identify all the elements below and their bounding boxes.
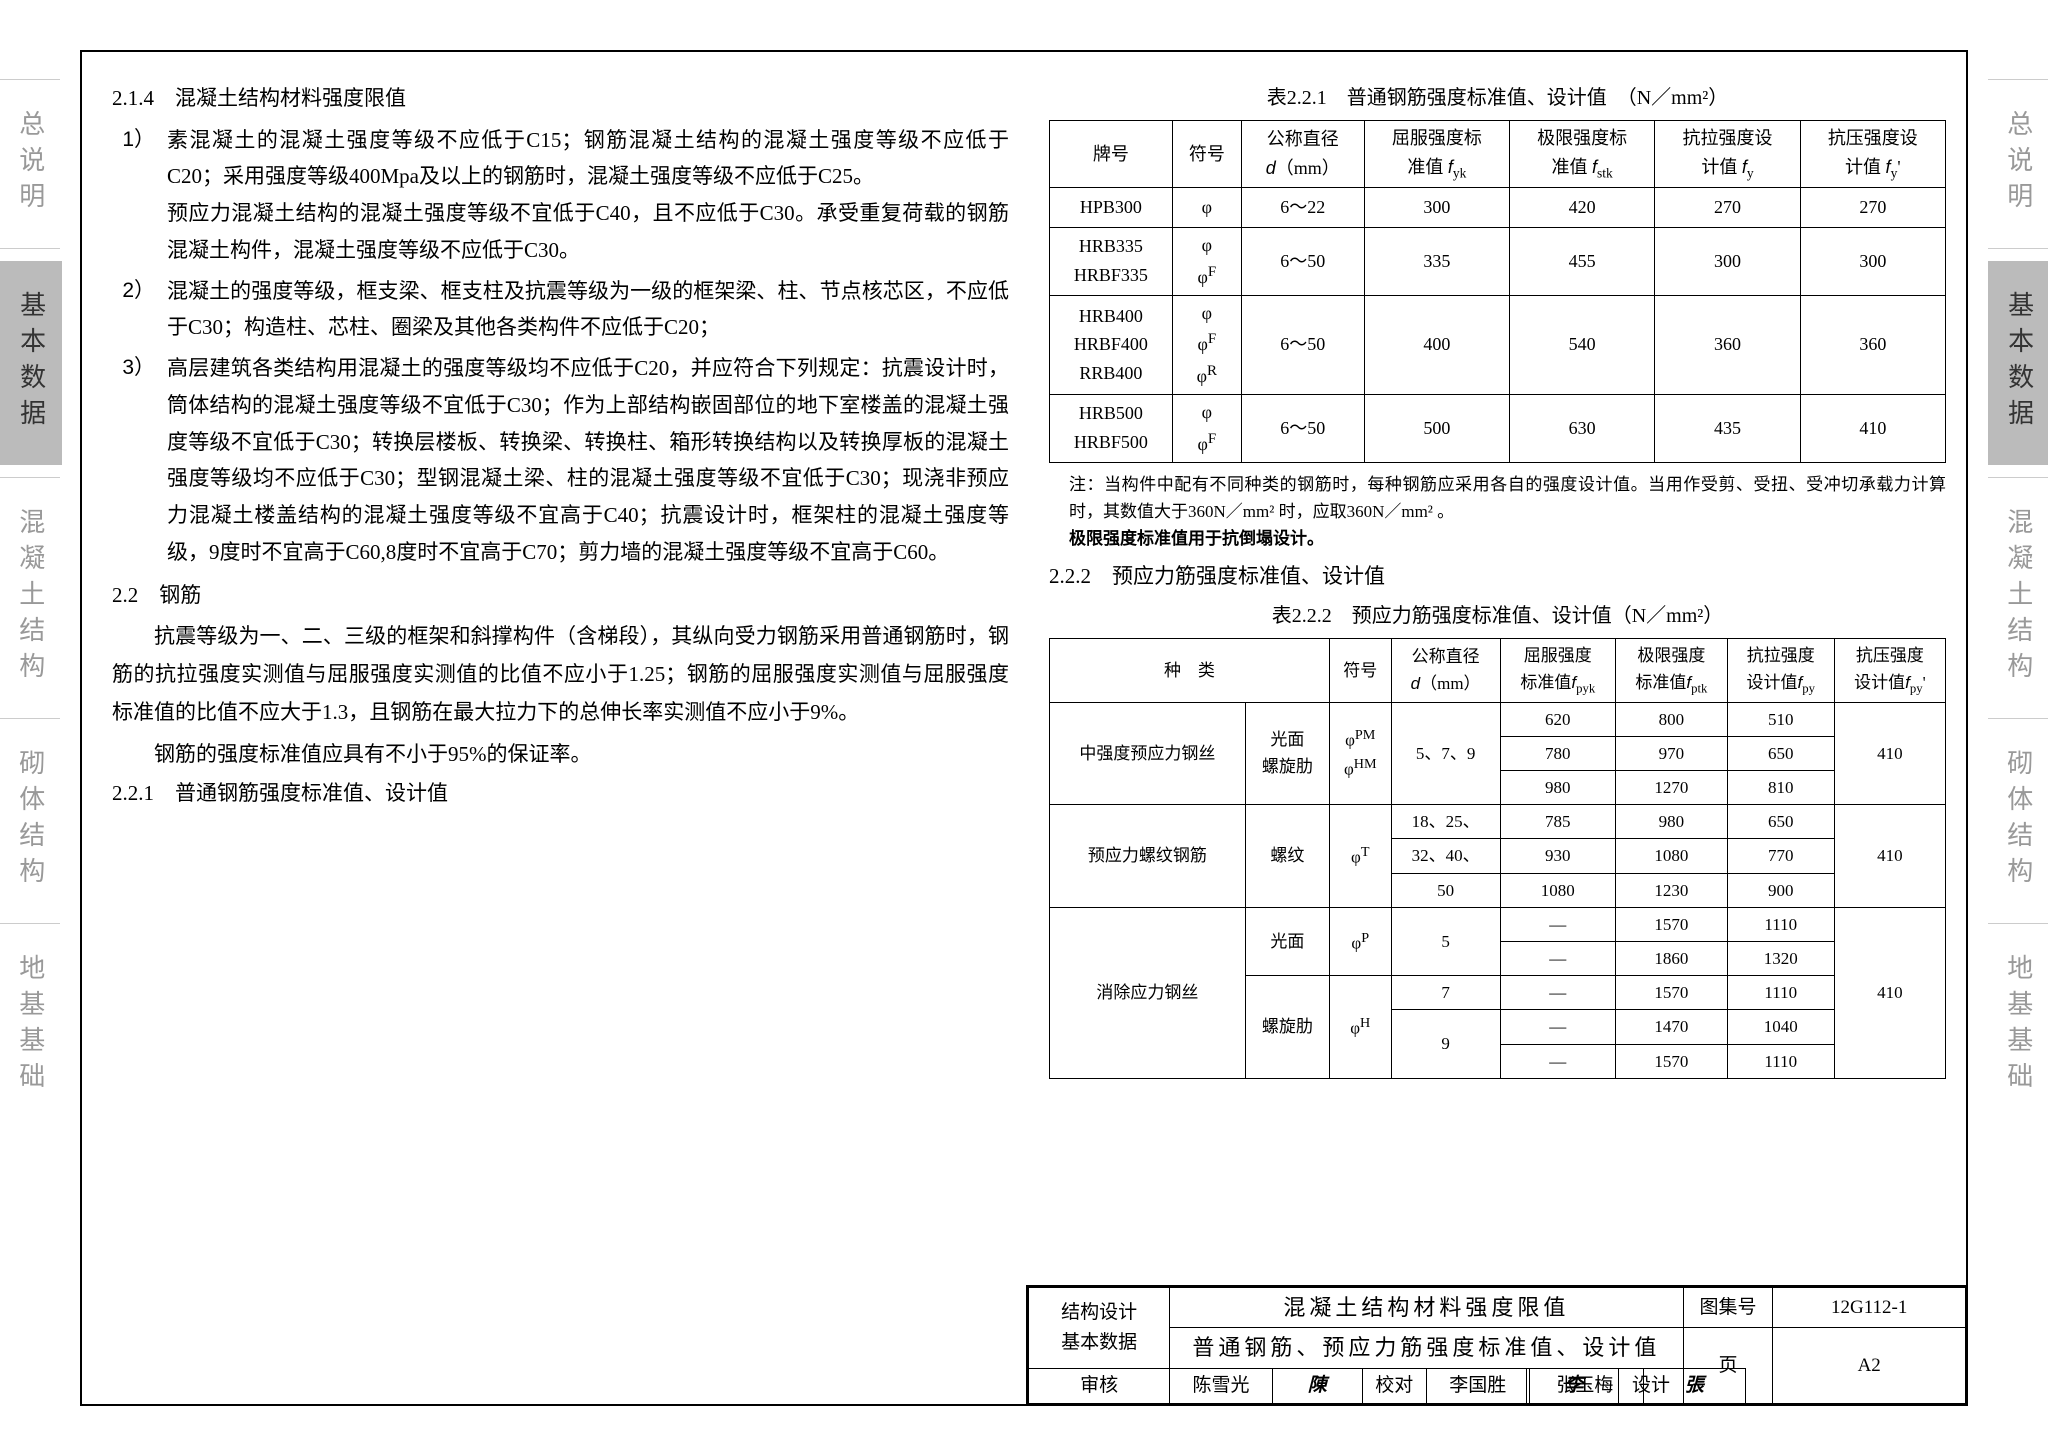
side-tabs-left: 总说明 基本数据 混凝土结构 砌体结构 地基基础 (0, 0, 60, 1456)
tb-title2: 普通钢筋、预应力筋强度标准值、设计值 (1170, 1328, 1683, 1368)
tab-masonry[interactable]: 砌体结构 (9, 731, 51, 911)
table-row: 消除应力钢丝 光面 φP 5 —15701110 410 (1050, 907, 1946, 941)
signature: 陳 (1272, 1368, 1362, 1403)
heading-221: 2.2.1 普通钢筋强度标准值、设计值 (112, 777, 1009, 811)
heading-222: 2.2.2 预应力筋强度标准值、设计值 (1049, 560, 1946, 594)
signature: 張 (1643, 1368, 1745, 1403)
tb-tuji-label: 图集号 (1683, 1288, 1773, 1328)
tab-basic-data[interactable]: 基本数据 (0, 261, 62, 465)
tab-overview-r[interactable]: 总说明 (1997, 92, 2039, 236)
note-221: 注：当构件中配有不同种类的钢筋时，每种钢筋应采用各自的强度设计值。当用作受剪、受… (1069, 471, 1946, 553)
item-1-text: 素混凝土的混凝土强度等级不应低于C15；钢筋混凝土结构的混凝土强度等级不应低于C… (167, 128, 1009, 189)
tb-tuji-value: 12G112-1 (1773, 1288, 1966, 1328)
page: 总说明 基本数据 混凝土结构 砌体结构 地基基础 2.1.4 混凝土结构材料强度… (0, 0, 2048, 1456)
tab-foundation[interactable]: 地基基础 (9, 936, 51, 1116)
table-row: HRB335HRBF335φφF6～50335455300300 (1050, 227, 1946, 295)
table-row: HRB500HRBF500φφF6～50500630435410 (1050, 394, 1946, 462)
item-2-text: 混凝土的强度等级，框支梁、框支柱及抗震等级为一级的框架梁、柱、节点核芯区，不应低… (167, 273, 1009, 347)
table-row: HRB400HRBF400RRB400φφFφR6～50400540360360 (1050, 295, 1946, 394)
tab-foundation-r[interactable]: 地基基础 (1997, 936, 2039, 1116)
tab-concrete[interactable]: 混凝土结构 (9, 490, 51, 706)
item-3: 3） 高层建筑各类结构用混凝土的强度等级均不应低于C20，并应符合下列规定：抗震… (112, 350, 1009, 571)
heading-214: 2.1.4 混凝土结构材料强度限值 (112, 82, 1009, 116)
heading-22: 2.2 钢筋 (112, 579, 1009, 613)
item-1: 1） 素混凝土的混凝土强度等级不应低于C15；钢筋混凝土结构的混凝土强度等级不应… (112, 122, 1009, 269)
item-3-text: 高层建筑各类结构用混凝土的强度等级均不应低于C20，并应符合下列规定：抗震设计时… (167, 350, 1009, 571)
para-22a: 抗震等级为一、二、三级的框架和斜撑构件（含梯段），其纵向受力钢筋采用普通钢筋时，… (112, 618, 1009, 731)
right-column: 表2.2.1 普通钢筋强度标准值、设计值 （N／mm²） 牌号 符号 公称直径d… (1049, 82, 1946, 1274)
tab-basic-data-r[interactable]: 基本数据 (1988, 261, 2048, 465)
item-1b-text: 预应力混凝土结构的混凝土强度等级不宜低于C40，且不应低于C30。承受重复荷载的… (167, 201, 1009, 262)
drawing-sheet: 2.1.4 混凝土结构材料强度限值 1） 素混凝土的混凝土强度等级不应低于C15… (80, 50, 1968, 1406)
content: 2.1.4 混凝土结构材料强度限值 1） 素混凝土的混凝土强度等级不应低于C15… (112, 82, 1946, 1274)
tb-left-label: 结构设计基本数据 (1029, 1288, 1170, 1368)
title-block: 结构设计基本数据 混凝土结构材料强度限值 图集号 12G112-1 普通钢筋、预… (1026, 1285, 1966, 1404)
table-221: 牌号 符号 公称直径d（mm） 屈服强度标准值 fyk 极限强度标准值 fstk… (1049, 120, 1946, 463)
tb-title1: 混凝土结构材料强度限值 (1170, 1288, 1683, 1328)
item-2: 2） 混凝土的强度等级，框支梁、框支柱及抗震等级为一级的框架梁、柱、节点核芯区，… (112, 273, 1009, 347)
caption-222: 表2.2.2 预应力筋强度标准值、设计值（N／mm²） (1049, 600, 1946, 632)
side-tabs-right: 总说明 基本数据 混凝土结构 砌体结构 地基基础 (1988, 0, 2048, 1456)
table-row: 预应力螺纹钢筋 螺纹 φT 18、25、785980650 410 (1050, 805, 1946, 839)
left-column: 2.1.4 混凝土结构材料强度限值 1） 素混凝土的混凝土强度等级不应低于C15… (112, 82, 1019, 1274)
table-row: HPB300φ6～22300420270270 (1050, 187, 1946, 227)
tab-concrete-r[interactable]: 混凝土结构 (1997, 490, 2039, 706)
para-22b: 钢筋的强度标准值应具有不小于95%的保证率。 (112, 736, 1009, 774)
table-row: 中强度预应力钢丝 光面螺旋肋 φPMφHM 5、7、9 620800510 41… (1050, 702, 1946, 736)
table-222: 种 类 符号 公称直径d（mm） 屈服强度标准值fpyk 极限强度标准值fptk… (1049, 638, 1946, 1079)
tab-overview[interactable]: 总说明 (9, 92, 51, 236)
tb-page-value: A2 (1773, 1328, 1966, 1404)
caption-221: 表2.2.1 普通钢筋强度标准值、设计值 （N／mm²） (1049, 82, 1946, 114)
tab-masonry-r[interactable]: 砌体结构 (1997, 731, 2039, 911)
